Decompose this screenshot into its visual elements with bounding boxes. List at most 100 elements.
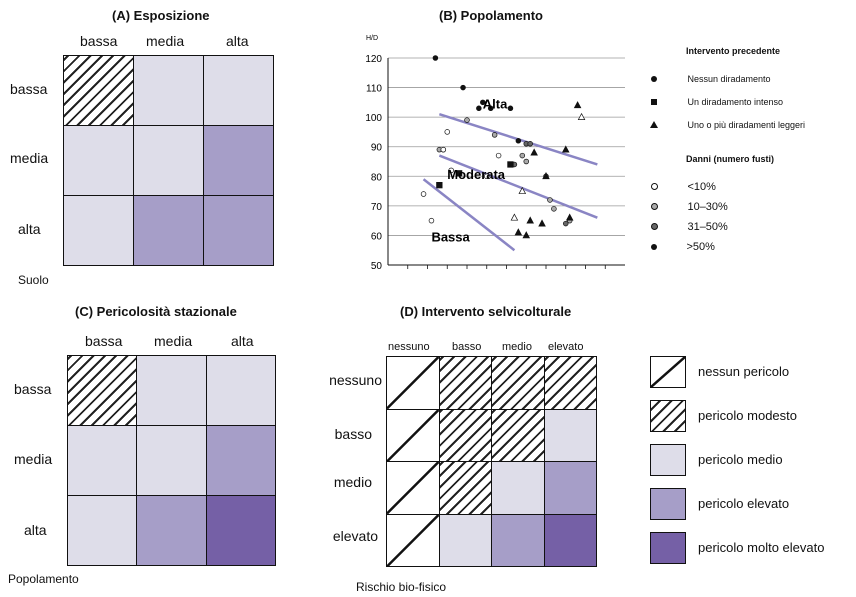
panel-b-title: (B) Popolamento bbox=[439, 8, 543, 23]
panel-a-row-3: alta bbox=[18, 221, 41, 237]
data-point-5 bbox=[487, 105, 494, 112]
panel-d-cell-4-1 bbox=[386, 513, 440, 567]
legend-label-l2: pericolo elevato bbox=[698, 496, 790, 511]
panel-c-title: (C) Pericolosità stazionale bbox=[75, 304, 237, 319]
panel-c-cell-1-3 bbox=[205, 355, 276, 426]
panel-d-col-4: elevato bbox=[548, 341, 584, 353]
data-point-35 bbox=[538, 219, 546, 227]
y-tick-label-50: 50 bbox=[371, 261, 383, 272]
data-point-30 bbox=[455, 170, 463, 177]
y-tick-label-120: 120 bbox=[365, 54, 382, 65]
legend-item-no-thinning: Nessun diradamento bbox=[651, 69, 771, 87]
data-point-13 bbox=[464, 117, 470, 123]
panel-d-grid bbox=[386, 356, 597, 567]
data-point-33 bbox=[522, 231, 531, 239]
legend-swatch-l2 bbox=[650, 488, 686, 520]
panel-c-corner-label: Popolamento bbox=[8, 572, 79, 586]
panel-d-cell-1-1 bbox=[386, 356, 440, 410]
data-point-31 bbox=[507, 161, 514, 168]
data-point-28 bbox=[563, 220, 569, 227]
panel-c-cell-1-2 bbox=[136, 355, 207, 426]
panel-c-col-3: alta bbox=[231, 333, 254, 349]
panel-c-grid bbox=[67, 355, 276, 566]
data-point-2 bbox=[460, 84, 466, 91]
legend-swatch-l3 bbox=[650, 532, 686, 564]
filled-square-icon bbox=[651, 99, 657, 105]
legend-item-damage-4: >50% bbox=[651, 237, 715, 255]
data-point-23 bbox=[440, 146, 447, 153]
data-point-40 bbox=[573, 101, 582, 109]
data-point-36 bbox=[530, 148, 538, 156]
black-circle-icon bbox=[651, 244, 657, 250]
panel-d-title: (D) Intervento selvicolturale bbox=[400, 304, 572, 319]
panel-c-col-2: media bbox=[154, 333, 193, 349]
panel-d-cell-2-1 bbox=[386, 408, 440, 462]
data-point-25 bbox=[551, 206, 557, 212]
region-label-moderata: Moderata bbox=[447, 167, 506, 182]
data-point-34 bbox=[526, 216, 534, 224]
open-circle-icon bbox=[651, 183, 658, 190]
data-point-29 bbox=[436, 182, 443, 189]
panel-c-cell-3-1 bbox=[67, 495, 138, 566]
panel-d-row-2: basso bbox=[334, 426, 372, 442]
y-tick-label-110: 110 bbox=[366, 84, 382, 95]
data-point-14 bbox=[491, 132, 498, 138]
y-tick-label-70: 70 bbox=[371, 202, 383, 213]
y-tick-label-60: 60 bbox=[371, 231, 383, 242]
panel-d-cell-2-2 bbox=[438, 408, 492, 462]
panel-d-cell-1-2 bbox=[438, 356, 492, 410]
panel-a-cell-1-2 bbox=[133, 55, 204, 126]
trend-line-3 bbox=[422, 178, 516, 252]
panel-d-cell-4-3 bbox=[491, 513, 545, 567]
data-point-11 bbox=[519, 152, 526, 159]
data-point-21 bbox=[420, 191, 427, 197]
panel-b-scatter-chart: H/D 50 60 70 80 90 100 110 120 Alta Moderata Bassa bbox=[365, 35, 625, 272]
region-label-alta: Alta bbox=[483, 96, 508, 111]
panel-d-cell-3-4 bbox=[543, 461, 597, 515]
panel-d-cell-1-3 bbox=[491, 356, 545, 410]
panel-b-legend-title-1: Intervento precedente bbox=[686, 46, 781, 56]
y-tick-label-100: 100 bbox=[365, 113, 382, 124]
panel-a-col-3: alta bbox=[226, 33, 249, 49]
legend-item-damage-1: <10% bbox=[651, 177, 716, 195]
panel-c-cell-2-2 bbox=[136, 425, 207, 496]
panel-a-grid bbox=[63, 55, 274, 266]
hazard-legend: nessun pericolo pericolo modesto pericolo … bbox=[650, 356, 850, 576]
panel-a-cell-1-3 bbox=[203, 55, 274, 126]
panel-c-cell-1-1 bbox=[67, 355, 138, 426]
panel-a-row-1: bassa bbox=[10, 81, 48, 97]
panel-c-cell-3-3 bbox=[205, 495, 276, 566]
y-tick-label-80: 80 bbox=[371, 172, 383, 183]
panel-a-cell-3-3 bbox=[203, 195, 274, 266]
panel-a-title: (A) Esposizione bbox=[112, 8, 210, 23]
panel-a-row-2: media bbox=[10, 150, 49, 166]
panel-d-col-3: medio bbox=[502, 341, 532, 353]
data-point-18 bbox=[448, 167, 454, 174]
panel-c-cell-3-2 bbox=[136, 495, 207, 566]
panel-c-cell-2-3 bbox=[205, 425, 276, 496]
panel-a-cell-3-2 bbox=[133, 195, 204, 266]
legend-label-none: nessun pericolo bbox=[698, 364, 790, 379]
data-point-9 bbox=[527, 141, 533, 147]
region-label-bassa: Bassa bbox=[431, 229, 470, 244]
trend-line-2 bbox=[438, 154, 598, 219]
data-point-24 bbox=[547, 197, 553, 203]
panel-d-cell-2-4 bbox=[543, 408, 597, 462]
y-tick-label-90: 90 bbox=[371, 143, 383, 154]
legend-label-l3: pericolo molto elevato bbox=[698, 540, 825, 555]
panel-d-cell-1-4 bbox=[543, 356, 597, 410]
panel-d-cell-3-2 bbox=[438, 461, 492, 515]
data-point-22 bbox=[428, 217, 435, 224]
data-point-4 bbox=[480, 99, 486, 106]
panel-a-cell-2-2 bbox=[133, 125, 204, 196]
panel-b-legend-title-2: Danni (numero fusti) bbox=[686, 154, 774, 164]
data-point-3 bbox=[476, 105, 482, 112]
panel-d-cell-4-2 bbox=[438, 513, 492, 567]
legend-swatch-none bbox=[650, 356, 686, 388]
panel-a-cell-2-1 bbox=[63, 125, 134, 196]
panel-c-row-3: alta bbox=[24, 522, 47, 538]
light-circle-icon bbox=[651, 203, 658, 210]
panel-d-cell-3-1 bbox=[386, 461, 440, 515]
data-point-41 bbox=[577, 112, 586, 120]
panel-d-row-3: medio bbox=[333, 474, 372, 490]
